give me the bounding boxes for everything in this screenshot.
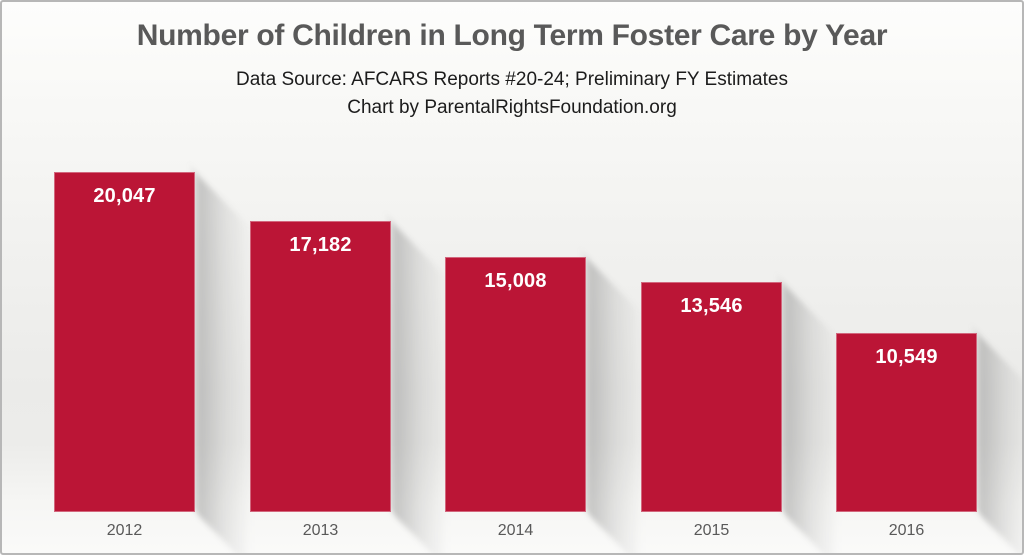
x-axis-label-2014: 2014 [497, 522, 534, 539]
x-axis-label-2013: 2013 [302, 522, 339, 539]
bar-value-label: 13,546 [680, 295, 743, 317]
bar-value-label: 10,549 [875, 346, 938, 368]
bar-value-label: 17,182 [289, 234, 352, 256]
bar-2016: 10,549 [836, 333, 977, 512]
chart-title: Number of Children in Long Term Foster C… [136, 19, 888, 52]
x-axis-label-2012: 2012 [106, 522, 143, 539]
bar-2013: 17,182 [250, 221, 391, 512]
x-axis-label-2015: 2015 [693, 522, 730, 539]
bar-drop-shadow [782, 282, 836, 553]
chart-header: Number of Children in Long Term Foster C… [2, 16, 1022, 122]
attribution-line: Chart by ParentalRightsFoundation.org [347, 97, 677, 118]
data-source-line: Data Source: AFCARS Reports #20-24; Prel… [236, 69, 788, 90]
x-axis-label-2016: 2016 [888, 522, 925, 539]
bar-value-label: 15,008 [484, 270, 547, 292]
chart-subtitle: Data Source: AFCARS Reports #20-24; Prel… [2, 66, 1022, 122]
bar-value-label: 20,047 [93, 185, 156, 207]
bar-drop-shadow [977, 333, 1022, 553]
bar-drop-shadow [586, 257, 640, 553]
bar-2012: 20,047 [54, 172, 195, 512]
bar-drop-shadow [195, 172, 249, 553]
bar-2015: 13,546 [641, 282, 782, 512]
bar-2014: 15,008 [445, 257, 586, 512]
bar-drop-shadow [391, 221, 445, 553]
